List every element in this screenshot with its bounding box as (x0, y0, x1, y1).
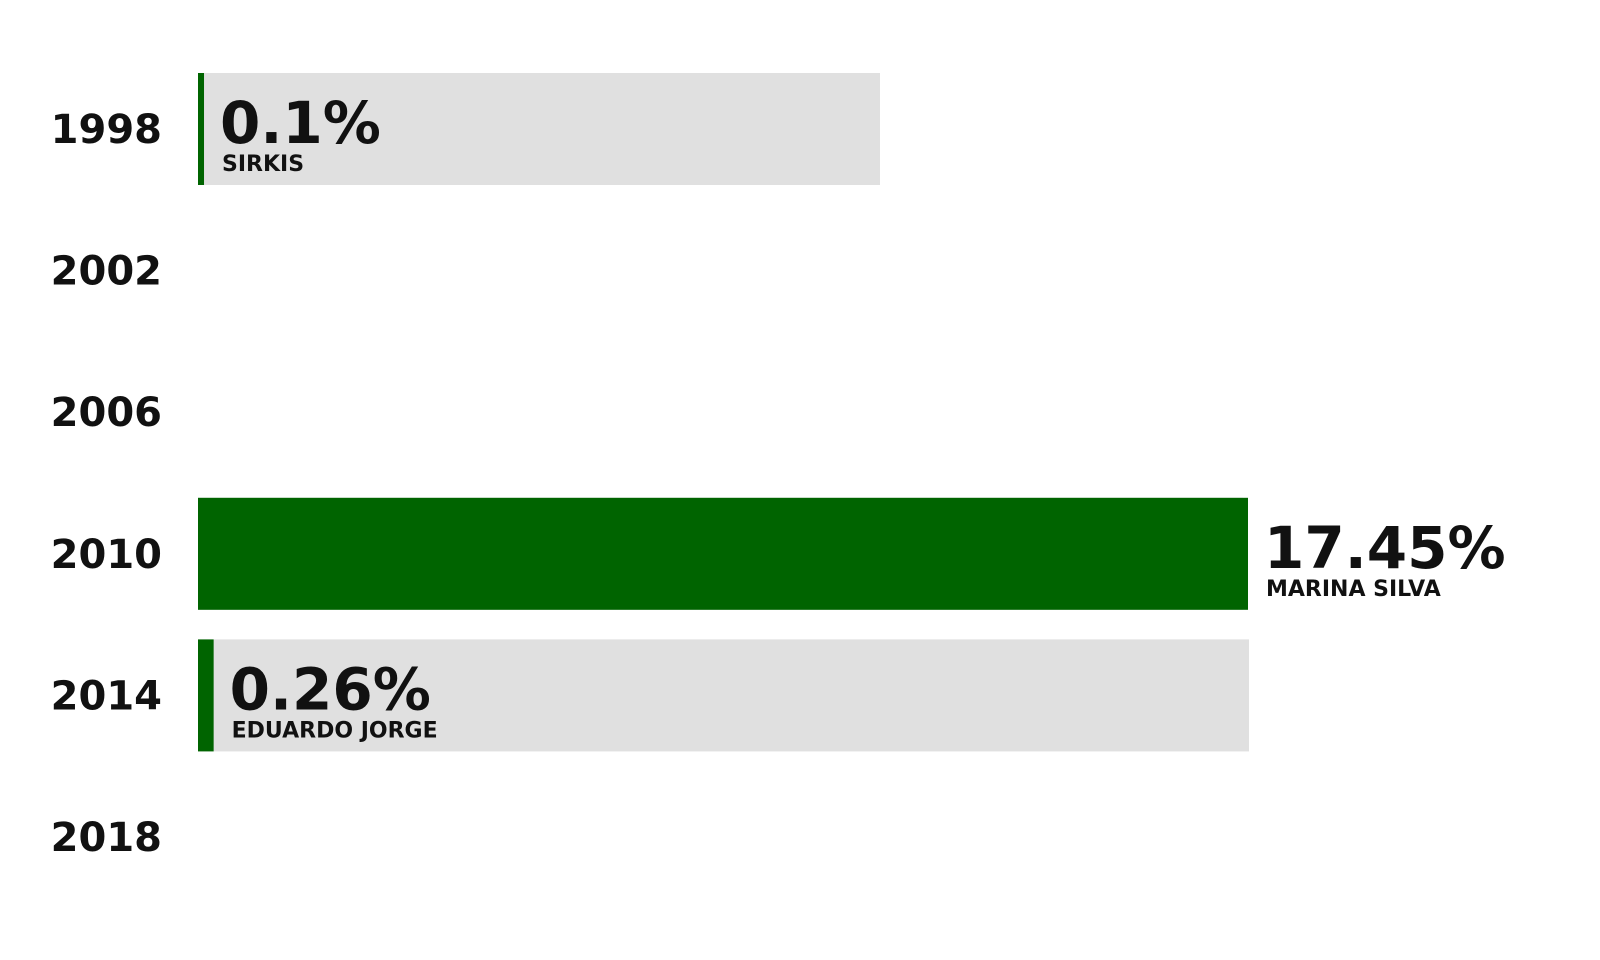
value-label-1998: 0.1% (220, 89, 381, 157)
year-label-2002: 2002 (51, 249, 162, 295)
bar-track-2014 (198, 639, 1249, 752)
candidate-label-2010: MARINA SILVA (1266, 577, 1441, 602)
bar-track-1998 (198, 73, 880, 185)
year-label-2014: 2014 (51, 673, 162, 719)
bar-1998 (198, 73, 205, 185)
year-label-1998: 1998 (51, 107, 162, 153)
year-label-2006: 2006 (51, 390, 162, 436)
value-label-2014: 0.26% (230, 655, 431, 723)
bar-2014 (198, 639, 214, 752)
candidate-label-2014: EDUARDO JORGE (232, 718, 438, 743)
candidate-label-1998: SIRKIS (222, 152, 304, 177)
year-label-2018: 2018 (51, 815, 162, 861)
bar-2010 (198, 497, 1248, 610)
value-label-2010: 17.45% (1264, 514, 1506, 582)
year-label-2010: 2010 (51, 532, 162, 578)
